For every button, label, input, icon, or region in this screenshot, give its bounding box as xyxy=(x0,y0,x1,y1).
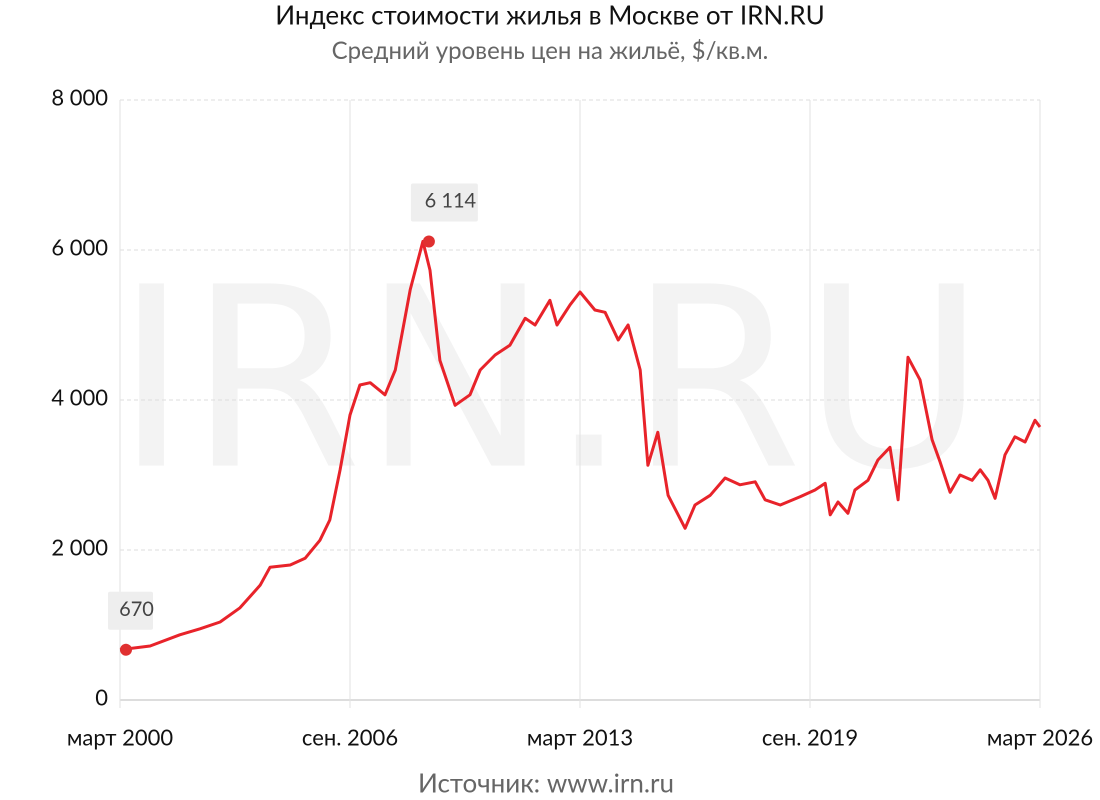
point xyxy=(120,643,132,656)
x-tick-label: март 2026 xyxy=(987,724,1093,751)
watermark: IRN.RU xyxy=(115,234,986,525)
point xyxy=(422,235,435,248)
y-tick-label: 8 000 xyxy=(51,84,108,111)
chart-title: Индекс стоимости жилья в Москве от IRN.R… xyxy=(275,0,824,31)
label-box xyxy=(410,183,478,222)
x-tick-label: март 2000 xyxy=(67,724,173,751)
label-box xyxy=(108,591,153,630)
chart-subtitle: Средний уровень цен на жильё, $/кв.м. xyxy=(332,36,769,65)
y-tick-label: 4 000 xyxy=(51,384,108,411)
data-label: 670 xyxy=(119,597,154,621)
line xyxy=(119,239,1042,652)
x-tick-label: сен. 2006 xyxy=(302,724,398,751)
data-label: 6 114 xyxy=(425,189,477,213)
source: Источник: www.irn.ru xyxy=(418,767,674,799)
y-tick-label: 0 xyxy=(95,684,108,711)
x-tick-label: март 2013 xyxy=(527,724,633,751)
y-tick-label: 2 000 xyxy=(51,534,108,561)
y-tick-label: 6 000 xyxy=(51,234,108,261)
x-tick-label: сен. 2019 xyxy=(762,724,858,751)
